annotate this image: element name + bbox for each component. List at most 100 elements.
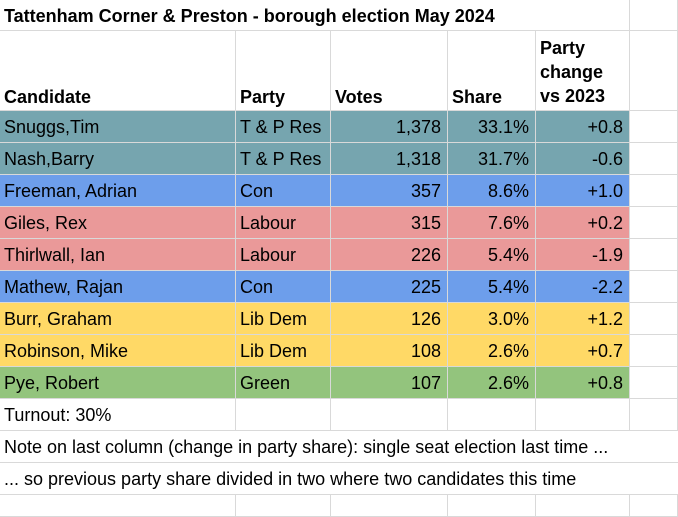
- table-row: Pye, Robert Green 107 2.6% +0.8: [0, 367, 678, 399]
- party-cell[interactable]: Lib Dem: [236, 303, 331, 335]
- sheet-title-cell[interactable]: Tattenham Corner & Preston - borough ele…: [0, 0, 630, 31]
- empty-cell[interactable]: [236, 495, 331, 517]
- votes-value: 225: [410, 277, 441, 297]
- empty-cell[interactable]: [630, 175, 678, 207]
- votes-cell[interactable]: 315: [331, 207, 448, 239]
- empty-cell[interactable]: [331, 495, 448, 517]
- candidate-value: Nash,Barry: [4, 149, 95, 169]
- candidate-cell[interactable]: Nash,Barry: [0, 143, 236, 175]
- note-text-2: ... so previous party share divided in t…: [4, 469, 577, 489]
- header-change[interactable]: Party change vs 2023: [536, 31, 630, 111]
- empty-cell[interactable]: [236, 399, 331, 431]
- change-value: -1.9: [591, 245, 623, 265]
- empty-cell[interactable]: [630, 111, 678, 143]
- note-text-1: Note on last column (change in party sha…: [4, 437, 609, 457]
- empty-cell[interactable]: [630, 399, 678, 431]
- note-cell-2[interactable]: ... so previous party share divided in t…: [0, 463, 678, 495]
- empty-cell[interactable]: [630, 271, 678, 303]
- note-row-2: ... so previous party share divided in t…: [0, 463, 678, 495]
- empty-cell[interactable]: [630, 0, 678, 31]
- candidate-cell[interactable]: Snuggs,Tim: [0, 111, 236, 143]
- empty-cell[interactable]: [630, 31, 678, 111]
- empty-cell[interactable]: [331, 399, 448, 431]
- change-cell[interactable]: +0.2: [536, 207, 630, 239]
- candidate-cell[interactable]: Robinson, Mike: [0, 335, 236, 367]
- change-cell[interactable]: -0.6: [536, 143, 630, 175]
- share-cell[interactable]: 7.6%: [448, 207, 536, 239]
- candidate-cell[interactable]: Mathew, Rajan: [0, 271, 236, 303]
- empty-cell[interactable]: [448, 495, 536, 517]
- party-value: Labour: [240, 213, 297, 233]
- candidate-cell[interactable]: Thirlwall, Ian: [0, 239, 236, 271]
- votes-cell[interactable]: 225: [331, 271, 448, 303]
- candidate-cell[interactable]: Giles, Rex: [0, 207, 236, 239]
- empty-cell[interactable]: [448, 399, 536, 431]
- empty-cell[interactable]: [630, 367, 678, 399]
- share-cell[interactable]: 8.6%: [448, 175, 536, 207]
- empty-cell[interactable]: [630, 143, 678, 175]
- change-cell[interactable]: +0.8: [536, 111, 630, 143]
- empty-cell[interactable]: [630, 335, 678, 367]
- votes-cell[interactable]: 1,378: [331, 111, 448, 143]
- empty-cell[interactable]: [0, 495, 236, 517]
- candidate-value: Pye, Robert: [4, 373, 100, 393]
- note-cell-1[interactable]: Note on last column (change in party sha…: [0, 431, 678, 463]
- party-cell[interactable]: Green: [236, 367, 331, 399]
- change-cell[interactable]: -1.9: [536, 239, 630, 271]
- empty-cell[interactable]: [630, 495, 678, 517]
- share-cell[interactable]: 31.7%: [448, 143, 536, 175]
- table-row: Thirlwall, Ian Labour 226 5.4% -1.9: [0, 239, 678, 271]
- candidate-cell[interactable]: Freeman, Adrian: [0, 175, 236, 207]
- table-row: Giles, Rex Labour 315 7.6% +0.2: [0, 207, 678, 239]
- party-cell[interactable]: Lib Dem: [236, 335, 331, 367]
- party-cell[interactable]: Labour: [236, 239, 331, 271]
- share-value: 2.6%: [487, 341, 529, 361]
- change-cell[interactable]: +1.0: [536, 175, 630, 207]
- party-value: T & P Res: [240, 149, 322, 169]
- empty-cell[interactable]: [630, 207, 678, 239]
- share-cell[interactable]: 2.6%: [448, 367, 536, 399]
- share-cell[interactable]: 5.4%: [448, 239, 536, 271]
- votes-cell[interactable]: 107: [331, 367, 448, 399]
- party-cell[interactable]: T & P Res: [236, 143, 331, 175]
- title-row: Tattenham Corner & Preston - borough ele…: [0, 0, 678, 31]
- party-cell[interactable]: Con: [236, 271, 331, 303]
- empty-cell[interactable]: [630, 303, 678, 335]
- header-share-label: Share: [452, 87, 503, 107]
- candidate-value: Burr, Graham: [4, 309, 113, 329]
- party-value: Con: [240, 181, 274, 201]
- share-cell[interactable]: 2.6%: [448, 335, 536, 367]
- change-cell[interactable]: +0.7: [536, 335, 630, 367]
- party-value: Lib Dem: [240, 309, 308, 329]
- candidate-value: Thirlwall, Ian: [4, 245, 106, 265]
- change-value: +1.2: [587, 309, 623, 329]
- table-row: Robinson, Mike Lib Dem 108 2.6% +0.7: [0, 335, 678, 367]
- change-cell[interactable]: +0.8: [536, 367, 630, 399]
- votes-cell[interactable]: 357: [331, 175, 448, 207]
- candidate-cell[interactable]: Pye, Robert: [0, 367, 236, 399]
- turnout-cell[interactable]: Turnout: 30%: [0, 399, 236, 431]
- change-cell[interactable]: +1.2: [536, 303, 630, 335]
- header-share[interactable]: Share: [448, 31, 536, 111]
- party-cell[interactable]: Con: [236, 175, 331, 207]
- empty-cell[interactable]: [536, 495, 630, 517]
- header-votes[interactable]: Votes: [331, 31, 448, 111]
- empty-cell[interactable]: [630, 239, 678, 271]
- party-cell[interactable]: Labour: [236, 207, 331, 239]
- share-cell[interactable]: 5.4%: [448, 271, 536, 303]
- party-cell[interactable]: T & P Res: [236, 111, 331, 143]
- share-cell[interactable]: 3.0%: [448, 303, 536, 335]
- votes-cell[interactable]: 1,318: [331, 143, 448, 175]
- empty-cell[interactable]: [536, 399, 630, 431]
- share-cell[interactable]: 33.1%: [448, 111, 536, 143]
- votes-cell[interactable]: 108: [331, 335, 448, 367]
- votes-cell[interactable]: 126: [331, 303, 448, 335]
- header-candidate[interactable]: Candidate: [0, 31, 236, 111]
- header-party[interactable]: Party: [236, 31, 331, 111]
- sheet-title: Tattenham Corner & Preston - borough ele…: [4, 6, 495, 26]
- votes-cell[interactable]: 226: [331, 239, 448, 271]
- change-value: +0.8: [587, 373, 623, 393]
- candidate-cell[interactable]: Burr, Graham: [0, 303, 236, 335]
- change-cell[interactable]: -2.2: [536, 271, 630, 303]
